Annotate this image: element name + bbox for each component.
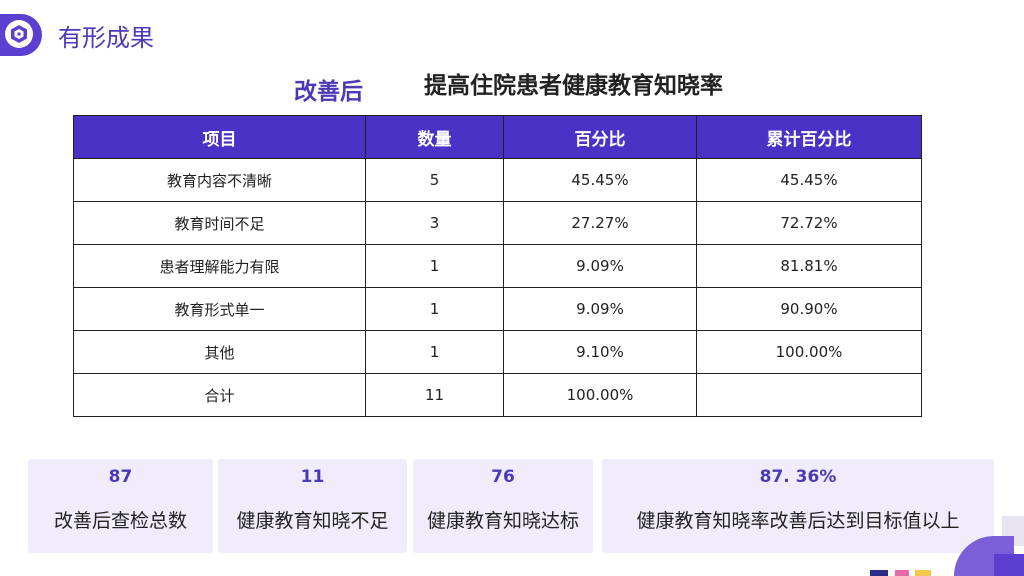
stat-label: 健康教育知晓不足	[236, 510, 389, 532]
cell-percent: 27.27%	[503, 201, 697, 245]
cell-item: 合计	[73, 373, 366, 417]
cell-cumulative: 72.72%	[696, 201, 922, 245]
header-cumulative: 累计百分比	[696, 115, 922, 159]
hexagon-logo-icon	[5, 20, 33, 48]
cell-count: 1	[365, 287, 504, 331]
cell-count: 11	[365, 373, 504, 417]
result-table-wrapper: 项目 数量 百分比 累计百分比 教育内容不清晰 5 45.45% 45.45% …	[73, 115, 922, 417]
table-row: 教育时间不足 3 27.27% 72.72%	[73, 201, 922, 245]
cell-item: 教育内容不清晰	[73, 158, 366, 202]
cell-count: 1	[365, 330, 504, 374]
header-item: 项目	[73, 115, 366, 159]
table-header-row: 项目 数量 百分比 累计百分比	[73, 115, 922, 159]
deco-bar	[915, 570, 931, 576]
table-row: 患者理解能力有限 1 9.09% 81.81%	[73, 244, 922, 288]
cell-item: 教育时间不足	[73, 201, 366, 245]
cell-percent: 9.10%	[503, 330, 697, 374]
cell-item: 患者理解能力有限	[73, 244, 366, 288]
stat-card-rate: 87. 36% 健康教育知晓率改善后达到目标值以上	[602, 459, 994, 553]
cell-count: 5	[365, 158, 504, 202]
stat-value: 11	[300, 467, 325, 487]
header-percent: 百分比	[503, 115, 697, 159]
cell-item: 其他	[73, 330, 366, 374]
table-row: 教育形式单一 1 9.09% 90.90%	[73, 287, 922, 331]
hexagon-logo-glyph	[11, 25, 27, 43]
cell-cumulative: 100.00%	[696, 330, 922, 374]
stat-label: 健康教育知晓达标	[426, 510, 579, 532]
cell-cumulative: 90.90%	[696, 287, 922, 331]
corner-decoration	[954, 486, 1024, 576]
subtitle-text: 提高住院患者健康教育知晓率	[424, 73, 723, 99]
stat-value: 87. 36%	[759, 467, 837, 487]
cell-count: 3	[365, 201, 504, 245]
stat-card-total-checks: 87 改善后查检总数	[28, 459, 213, 553]
table-row: 教育内容不清晰 5 45.45% 45.45%	[73, 158, 922, 202]
cell-cumulative	[696, 373, 922, 417]
stat-label: 健康教育知晓率改善后达到目标值以上	[636, 510, 960, 532]
cell-percent: 9.09%	[503, 287, 697, 331]
cell-item: 教育形式单一	[73, 287, 366, 331]
stat-value: 76	[491, 467, 515, 487]
result-table: 项目 数量 百分比 累计百分比 教育内容不清晰 5 45.45% 45.45% …	[73, 115, 922, 417]
cell-percent: 100.00%	[503, 373, 697, 417]
cell-count: 1	[365, 244, 504, 288]
deco-bar	[870, 570, 888, 576]
cell-cumulative: 45.45%	[696, 158, 922, 202]
table-row-total: 合计 11 100.00%	[73, 373, 922, 417]
subtitle: 改善后 提高住院患者健康教育知晓率	[0, 72, 1024, 112]
cell-percent: 9.09%	[503, 244, 697, 288]
table-row: 其他 1 9.10% 100.00%	[73, 330, 922, 374]
header-count: 数量	[365, 115, 504, 159]
cell-percent: 45.45%	[503, 158, 697, 202]
stat-card-insufficient: 11 健康教育知晓不足	[218, 459, 407, 553]
subtitle-label: 改善后	[294, 79, 363, 105]
deco-bar	[895, 570, 909, 576]
stat-card-qualified: 76 健康教育知晓达标	[413, 459, 593, 553]
page-title: 有形成果	[58, 24, 154, 52]
stat-value: 87	[108, 467, 133, 487]
stat-label: 改善后查检总数	[53, 510, 187, 532]
cell-cumulative: 81.81%	[696, 244, 922, 288]
